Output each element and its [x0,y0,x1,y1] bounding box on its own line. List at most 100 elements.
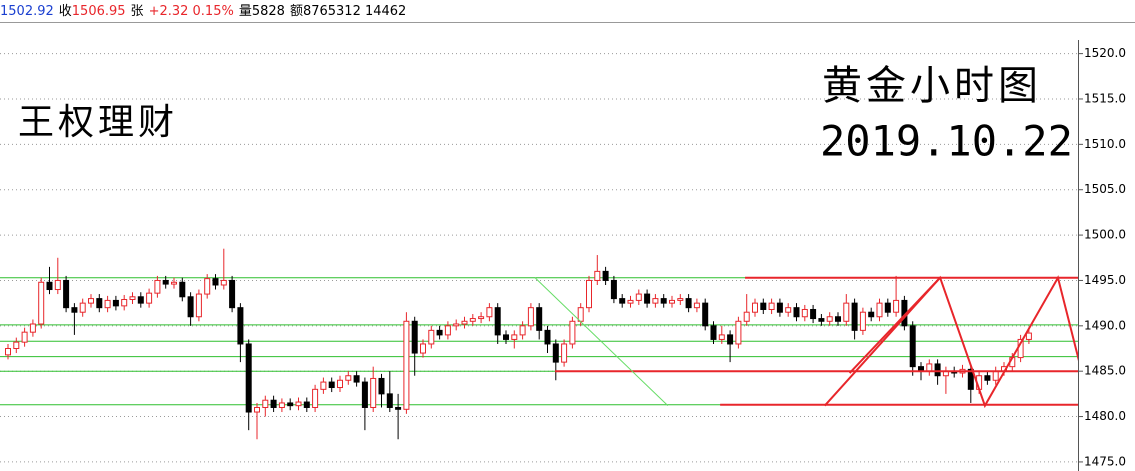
candle-body [610,279,617,300]
candle-body [312,388,319,408]
y-tick-label: 1505.0 [1084,182,1126,196]
candle-body [577,307,584,322]
header-item: 1502.92 [0,4,54,19]
candle-body [934,363,941,377]
candle-body [984,375,991,381]
trend-line [823,275,1078,409]
candle-body [96,298,103,309]
candle-body [519,325,526,336]
candle-body [345,375,352,381]
candle-body [835,316,841,322]
candle-body [527,307,534,327]
candle-body [727,334,734,345]
candle-body [453,323,460,327]
candle-body [320,381,327,390]
candle-body [818,318,825,322]
candle-body [644,293,651,304]
candle-body [38,281,45,325]
candle-body [776,302,783,313]
candle-body [627,299,634,304]
candle-body [79,302,86,313]
candle-body [112,299,119,307]
candle-body [46,281,53,291]
candle-body [220,279,227,286]
candle-body [826,316,833,322]
candle-body [154,279,161,294]
candle-body [121,299,128,307]
y-tick-label: 1515.0 [1084,91,1126,105]
candle-body [204,278,211,295]
candle-body [876,302,883,318]
y-tick-label: 1495.0 [1084,273,1126,287]
candle-body [129,296,136,301]
candle-body [586,279,592,309]
candle-body [21,331,28,343]
candle-body [785,307,792,313]
candle-body [743,311,750,322]
candle-body [386,393,393,408]
candle-body [760,302,767,310]
candle-body [677,298,684,301]
candle-body [303,401,310,408]
candle-body [469,318,476,322]
trend-line [534,277,669,407]
annotation: 王权理财 [18,102,178,143]
plot-area [0,53,1078,463]
candle-body [652,298,659,304]
candle-body [619,298,626,304]
candle-body [859,311,866,331]
y-tick-label: 1520.0 [1084,46,1126,60]
candle-body [569,320,576,345]
candle-body [137,296,144,304]
candle-body [735,320,742,345]
candle-body [635,293,642,301]
candle-body [561,343,568,363]
candle-body [478,316,485,320]
candle-body [54,279,61,291]
candle-body [411,320,418,354]
candle-body [71,307,78,313]
candle-body [420,343,426,354]
candle-body [270,399,277,408]
candle-body [893,299,900,313]
candle-body [909,325,916,368]
candle-body [29,323,36,333]
y-tick-label: 1500.0 [1084,228,1126,242]
candle-body [669,299,675,304]
header-item: 收 [59,4,72,19]
candle-body [395,406,402,410]
candle-body [486,307,493,318]
candle-body [337,379,343,389]
candle-body [353,375,360,383]
candle-body [552,343,559,363]
y-tick-label: 1485.0 [1084,364,1126,378]
candle-body [801,308,808,318]
candle-body [237,307,244,345]
candle-body [187,296,194,318]
candle-body [710,325,717,340]
candle-body [13,341,20,350]
header-item: 1506.95 [72,4,126,19]
candle-body [752,302,758,313]
y-tick-label: 1480.0 [1084,409,1126,423]
candle-body [494,307,501,336]
candle-body [851,302,858,331]
candle-body [370,377,377,408]
candle-body [660,298,667,304]
candle-body [718,334,725,340]
candle-body [511,334,518,340]
candle-body [602,270,609,281]
candle-body [810,308,817,320]
candle-body [1025,332,1032,340]
trend-line [848,277,941,374]
candle-body [378,377,385,395]
candle-body [503,334,509,340]
candle-body [926,363,933,372]
candle-body [245,343,252,413]
candle-body [884,302,891,313]
candle-body [63,279,70,309]
header-item: 量5828 [239,4,285,19]
candle-body [436,329,443,336]
candle-body [171,281,177,285]
